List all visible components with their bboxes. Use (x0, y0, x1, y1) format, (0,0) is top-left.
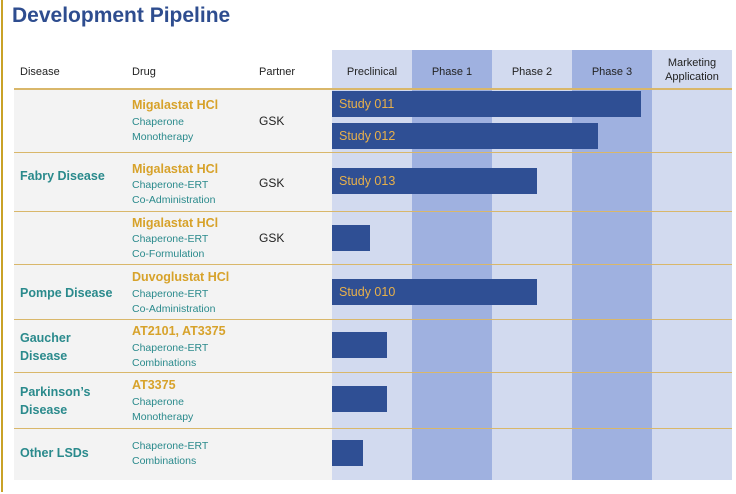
header-phase1: Phase 1 (431, 66, 473, 78)
pipeline-bar (332, 123, 598, 149)
pipeline-bar (332, 168, 537, 194)
header-separator (14, 88, 732, 90)
drug-detail: Chaperone-ERT (132, 288, 209, 300)
header-preclinical: Preclinical (346, 66, 398, 78)
drug-detail: Co-Administration (132, 194, 216, 206)
header-drug: Drug (132, 66, 156, 78)
drug-detail: Monotherapy (132, 131, 194, 143)
drug-name: AT3375 (132, 378, 176, 392)
drug-detail: Chaperone-ERT (132, 179, 209, 191)
bar-label: Study 010 (339, 285, 396, 299)
row-separator (14, 372, 732, 373)
phase-column-marketing (652, 50, 732, 480)
pipeline-bar (332, 440, 363, 466)
pipeline-bar (332, 225, 370, 251)
pipeline-bar (332, 279, 537, 305)
header-partner: Partner (259, 66, 296, 78)
disease-label: Fabry Disease (20, 169, 105, 183)
row-separator (14, 264, 732, 265)
drug-name: AT2101, AT3375 (132, 324, 226, 338)
phase-column-phase1 (412, 50, 492, 480)
disease-label: Pompe Disease (20, 286, 113, 300)
row-separator (14, 319, 732, 320)
drug-detail: Monotherapy (132, 411, 194, 423)
pipeline-bar (332, 332, 387, 358)
drug-name: Migalastat HCl (132, 216, 219, 230)
bar-label: Study 012 (339, 129, 396, 143)
drug-name: Migalastat HCl (132, 162, 219, 176)
disease-label: Parkinson’s Disease (20, 385, 91, 417)
bar-label: Study 011 (339, 97, 395, 111)
header-disease: Disease (20, 66, 60, 78)
drug-detail: Co-Formulation (132, 248, 205, 260)
phase-column-phase2 (492, 50, 572, 480)
disease-label: Gaucher Disease (20, 331, 71, 363)
drug-name: Duvoglustat HCl (132, 270, 230, 284)
drug-detail: Chaperone-ERT (132, 233, 209, 245)
disease-label: Other LSDs (20, 446, 89, 460)
phase-column-phase3 (572, 50, 652, 480)
row-separator (14, 211, 732, 212)
drug-detail: Chaperone-ERT (132, 342, 209, 354)
row-separator (14, 428, 732, 429)
label-area-background (14, 88, 332, 480)
pipeline-bar (332, 386, 387, 412)
drug-detail: Chaperone (132, 116, 184, 128)
drug-detail: Chaperone (132, 396, 184, 408)
page-title: Development Pipeline (12, 4, 231, 27)
drug-detail: Combinations (132, 357, 197, 369)
partner-name: GSK (259, 114, 285, 128)
header-marketing-application: Marketing Application (665, 57, 719, 83)
drug-name: Migalastat HCl (132, 98, 219, 112)
header-phase2: Phase 2 (511, 66, 553, 78)
row-separator (14, 152, 732, 153)
drug-detail: Combinations (132, 455, 197, 467)
partner-name: GSK (259, 176, 285, 190)
bar-label: Study 013 (339, 174, 396, 188)
drug-detail: Co-Administration (132, 303, 216, 315)
drug-detail: Chaperone-ERT (132, 440, 209, 452)
header-phase3: Phase 3 (591, 66, 633, 78)
pipeline-bar (332, 91, 641, 117)
partner-name: GSK (259, 231, 285, 245)
